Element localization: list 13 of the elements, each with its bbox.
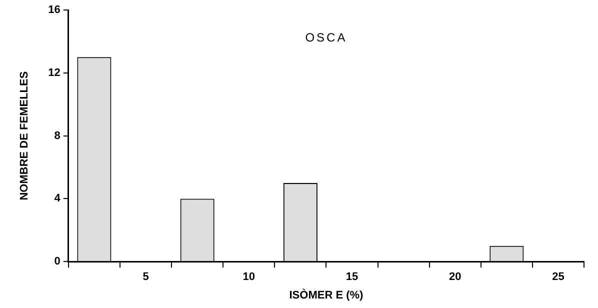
y-axis-title: NOMBRE DE FEMELLES — [18, 71, 31, 200]
x-tick-label: 25 — [552, 271, 564, 284]
y-tick-label: 12 — [48, 66, 60, 79]
x-tick-label: 15 — [346, 271, 358, 284]
x-tick-label: 20 — [448, 271, 462, 284]
x-axis-title: ISÒMER E (%) — [289, 288, 364, 302]
y-tick-label: 4 — [54, 192, 62, 205]
y-tick-label: 16 — [48, 4, 60, 16]
y-tick-label: 0 — [54, 256, 60, 268]
x-tick-label: 10 — [242, 271, 256, 284]
annotation: OSCA — [305, 30, 348, 44]
x-tick-label: 5 — [142, 271, 149, 284]
y-tick-label: 8 — [54, 130, 60, 142]
